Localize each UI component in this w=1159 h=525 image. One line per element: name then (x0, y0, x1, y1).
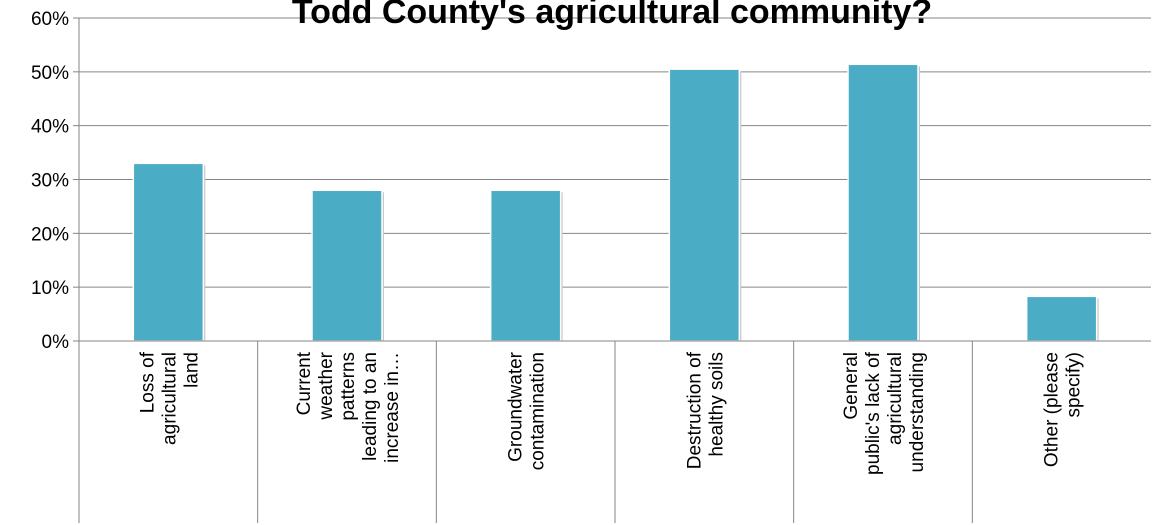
category-label-line: weather (316, 351, 337, 420)
category-label-line: Groundwater (506, 351, 527, 462)
y-tick-label: 60% (31, 9, 69, 30)
bar (1025, 295, 1098, 342)
category-label-line: leading to an (360, 352, 381, 461)
category-label: Destruction of healthy soils (684, 351, 727, 469)
y-tick-label: 10% (31, 278, 69, 299)
category-label: Groundwater contamination (506, 351, 549, 470)
bar (132, 162, 205, 342)
y-tick-label: 30% (31, 171, 69, 192)
category-labels: Loss of agricultural land Current weather pat… (137, 351, 1084, 475)
y-tick-label: 40% (31, 117, 69, 138)
y-tick-labels: 0% 10% 20% 30% 40% 50% 60% (31, 9, 69, 353)
category-label-line: Current (294, 351, 315, 415)
gridlines (79, 17, 1151, 288)
chart-title: Todd County's agricultural community? (292, 0, 932, 31)
category-label: General public's lack of agricultural under… (841, 351, 928, 475)
bar (489, 189, 562, 342)
category-label-line: contamination (528, 352, 549, 470)
bars (132, 63, 1099, 342)
axes (73, 17, 1151, 523)
category-label: Current weather patterns leading to an incre… (294, 351, 403, 463)
category-label-line: Other (please (1042, 352, 1063, 467)
category-label: Loss of agricultural land (137, 351, 202, 445)
category-label-line: patterns (338, 352, 359, 421)
bar (847, 63, 919, 342)
category-label-line: General (841, 352, 862, 420)
y-tick-label: 50% (31, 63, 69, 84)
y-tick-label: 20% (31, 224, 69, 245)
bar (668, 68, 741, 342)
category-label-line: land (181, 352, 202, 388)
category-label-line: public's lack of (863, 351, 884, 475)
category-label-line: Loss of (137, 351, 158, 413)
bar (311, 189, 383, 342)
category-label-line: specify) (1064, 352, 1085, 417)
category-label-line: understanding (907, 352, 928, 472)
category-label-line: Destruction of (684, 351, 705, 469)
category-label-line: increase in… (382, 352, 403, 463)
category-label-line: healthy soils (706, 352, 727, 457)
y-tick-label: 0% (42, 332, 70, 353)
category-label-line: agricultural (885, 352, 906, 445)
category-label: Other (please specify) (1042, 352, 1085, 467)
category-label-line: agricultural (159, 352, 180, 445)
